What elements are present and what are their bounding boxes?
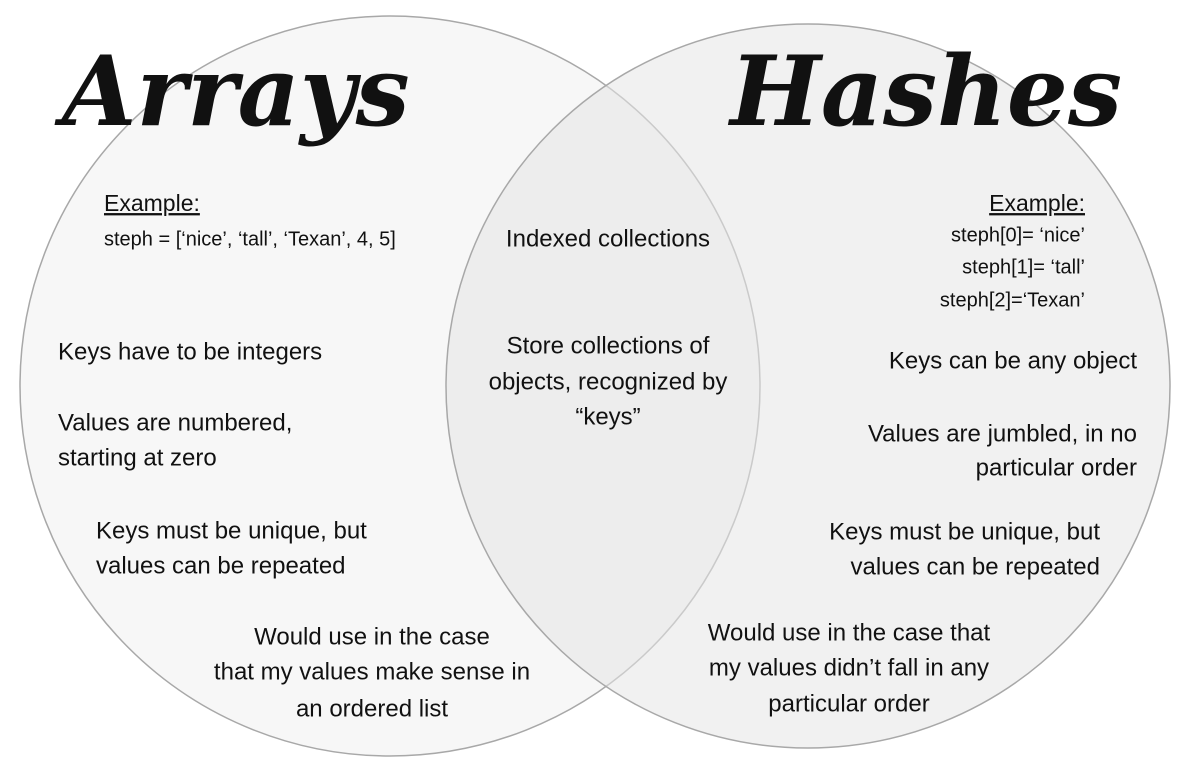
item: values can be repeated [850,553,1100,580]
item: that my values make sense in [214,658,530,685]
example-line: steph[1]= ‘tall’ [962,256,1085,278]
example-line: steph = [‘nice’, ‘tall’, ‘Texan’, 4, 5] [104,228,396,250]
item: Store collections of [507,332,710,359]
right-circle [445,23,1171,749]
item: “keys” [575,403,640,430]
item: my values didn’t fall in any [709,654,989,681]
left-title: Arrays [54,35,410,148]
item: Keys can be any object [889,347,1137,374]
item: Indexed collections [506,225,710,252]
item: an ordered list [296,695,448,722]
item: Values are numbered, [58,409,292,436]
item: particular order [768,690,929,717]
item: Values are jumbled, in no [868,420,1137,447]
right-title: Hashes [727,35,1122,148]
example-label: Example: [989,190,1085,216]
example-line: steph[2]=‘Texan’ [940,289,1085,311]
item: Would use in the case that [708,619,991,646]
item: Keys must be unique, but [829,518,1100,545]
item: Keys must be unique, but [96,517,367,544]
item: starting at zero [58,444,217,471]
example-label: Example: [104,190,200,216]
item: objects, recognized by [489,368,728,395]
example-line: steph[0]= ‘nice’ [951,224,1085,246]
item: Would use in the case [254,623,490,650]
item: Keys have to be integers [58,338,322,365]
item: particular order [976,454,1137,481]
item: values can be repeated [96,552,346,579]
